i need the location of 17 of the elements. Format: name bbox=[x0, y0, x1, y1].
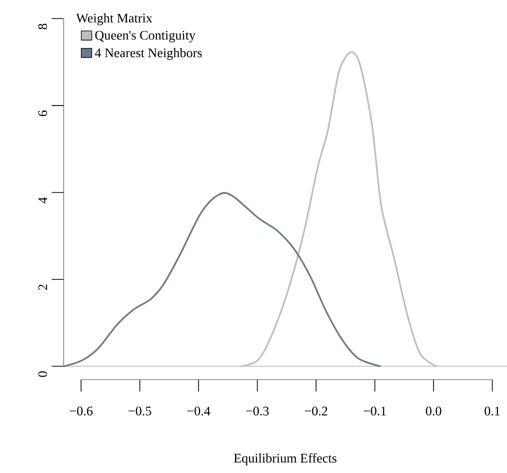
x-tick-label: −0.1 bbox=[364, 406, 386, 416]
y-tick-label: 0 bbox=[38, 371, 48, 377]
x-tick-label: 0.0 bbox=[426, 406, 442, 416]
y-tick-label: 2 bbox=[38, 284, 48, 290]
x-tick-label: −0.5 bbox=[128, 406, 152, 416]
x-tick-label: −0.4 bbox=[187, 406, 210, 416]
x-tick-label: −0.6 bbox=[70, 406, 93, 416]
legend-label: 4 Nearest Neighbors bbox=[94, 48, 202, 60]
x-axis-title: Equilibrium Effects bbox=[234, 453, 336, 466]
y-tick-label: 6 bbox=[38, 110, 48, 116]
y-tick-label: 8 bbox=[38, 24, 48, 30]
x-tick-label: −0.3 bbox=[246, 406, 269, 416]
legend-title: Weight Matrix bbox=[76, 13, 152, 26]
legend-label: Queen's Contiguity bbox=[95, 30, 196, 42]
y-tick-label: 4 bbox=[38, 197, 48, 204]
x-tick-label: −0.2 bbox=[304, 406, 328, 416]
x-tick-label: 0.1 bbox=[484, 406, 500, 416]
